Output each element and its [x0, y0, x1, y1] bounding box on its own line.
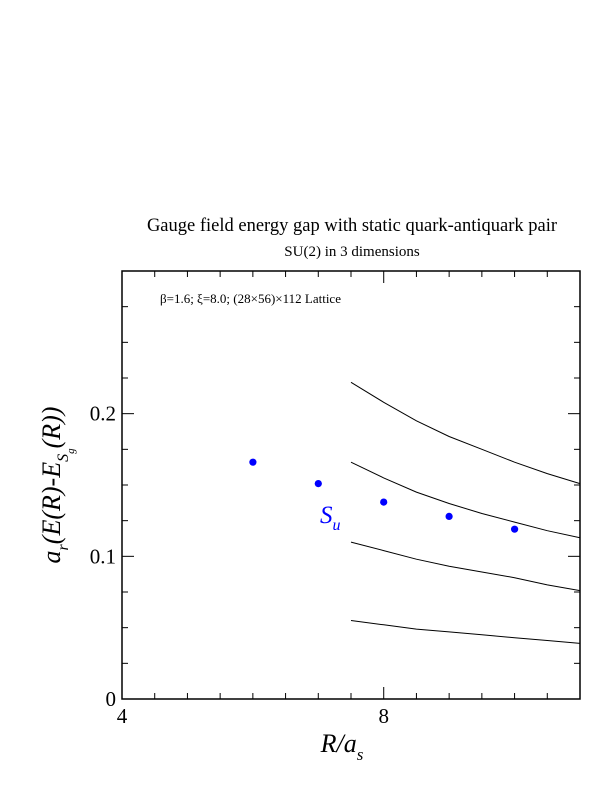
y-axis-label-mid-subsub: g: [65, 448, 77, 454]
chart-subtitle: SU(2) in 3 dimensions: [284, 244, 420, 260]
series-label: Su: [320, 502, 341, 534]
series-label-main: S: [320, 502, 333, 529]
x-tick-label: 8: [378, 704, 389, 728]
chart-annotation: β=1.6; ξ=8.0; (28×56)×112 Lattice: [160, 291, 341, 306]
fit-curve-4: [350, 620, 581, 644]
y-tick-label: 0: [106, 687, 117, 711]
y-axis-label-post: (R)): [37, 407, 66, 449]
plot-frame: [121, 270, 581, 700]
y-axis-label-mid-sub: S: [55, 454, 72, 462]
data-point: [380, 498, 388, 506]
fit-curve-3: [350, 541, 581, 592]
data-point: [510, 525, 519, 533]
x-axis-label: R/as: [320, 729, 364, 764]
y-tick-label: 0.1: [90, 544, 116, 568]
y-axis-label-mid: (E(R)-E: [37, 462, 66, 544]
axis-ticks: 4 8 0 0.1 0.2: [90, 270, 581, 728]
x-axis-label-main: R/a: [320, 729, 357, 758]
fit-curves: [350, 381, 581, 644]
y-axis-label-pre-sub: r: [55, 543, 72, 550]
x-tick-label: 4: [117, 704, 128, 728]
data-point: [314, 480, 322, 488]
y-tick-label: 0.2: [90, 402, 116, 426]
y-axis-label-group: ar(E(R)-ESg(R)): [37, 407, 77, 564]
y-axis-label-pre: a: [37, 550, 66, 563]
data-point: [249, 458, 257, 466]
data-points: [249, 458, 519, 533]
data-point: [445, 512, 453, 521]
x-axis-label-sub: s: [357, 745, 364, 764]
y-axis-label: ar(E(R)-ESg(R)): [37, 407, 77, 564]
series-label-sub: u: [333, 517, 341, 534]
fit-curve-2: [350, 461, 581, 539]
chart-title: Gauge field energy gap with static quark…: [147, 216, 557, 236]
fit-curve-1: [350, 381, 581, 485]
